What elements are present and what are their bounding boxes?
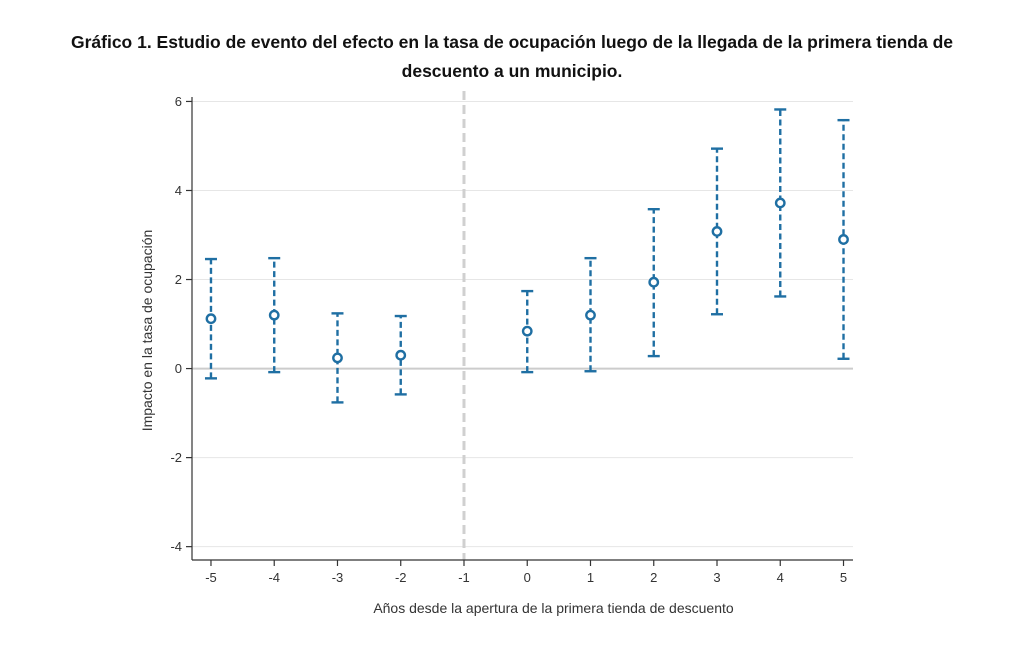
- estimate-point-0: [521, 325, 533, 337]
- estimate-point-2: [648, 276, 660, 288]
- reference-layer: [192, 91, 853, 560]
- estimate-point--5: [205, 313, 217, 325]
- estimate-point--3: [332, 352, 343, 364]
- x-tick-label-0: 0: [524, 570, 531, 585]
- x-tick-label-3: 3: [713, 570, 720, 585]
- x-axis-label: Años desde la apertura de la primera tie…: [373, 600, 734, 616]
- chart-title-line-1: Gráfico 1. Estudio de evento del efecto …: [70, 32, 954, 52]
- estimate-point-5: [838, 234, 849, 245]
- x-tick-label--5: -5: [205, 570, 217, 585]
- y-axis-label: Impacto en la tasa de ocupación: [139, 230, 155, 432]
- x-tick-label-5: 5: [840, 570, 847, 585]
- estimate-point--2: [395, 349, 407, 361]
- y-tick-label-2: 2: [175, 272, 182, 287]
- axes-layer: -4 -2 0 2 4 6 -5 -4 -3 -2 -1 0 1 2 3 4 5: [170, 94, 853, 585]
- y-tick-label-0: 0: [175, 361, 182, 376]
- chart-title: Gráfico 1. Estudio de evento del efecto …: [0, 28, 1024, 86]
- ci-group-3: [711, 147, 724, 316]
- ci-group-1: [584, 256, 597, 373]
- ci-group--4: [268, 256, 281, 374]
- series-layer: [204, 108, 850, 404]
- ci-group-0: [521, 289, 534, 374]
- estimate-point-3: [711, 226, 723, 237]
- x-tick-label--4: -4: [268, 570, 280, 585]
- ci-group--2: [394, 314, 407, 396]
- y-tick-label-4: 4: [175, 183, 182, 198]
- estimate-point-4: [774, 197, 786, 209]
- ci-group--3: [331, 312, 344, 404]
- x-tick-label-4: 4: [777, 570, 784, 585]
- x-tick-label-2: 2: [650, 570, 657, 585]
- y-tick-label--4: -4: [170, 539, 182, 554]
- estimate-point-1: [585, 309, 596, 321]
- ci-group--5: [204, 257, 217, 380]
- y-tick-label--2: -2: [170, 450, 182, 465]
- x-tick-label-1: 1: [587, 570, 594, 585]
- grid-layer: [192, 100, 853, 548]
- ci-group-4: [774, 108, 787, 298]
- ci-group-2: [647, 207, 660, 358]
- y-tick-label-6: 6: [175, 94, 182, 109]
- ci-group-5: [837, 118, 850, 360]
- x-tick-label--1: -1: [458, 570, 470, 585]
- x-tick-label--3: -3: [332, 570, 344, 585]
- x-tick-label--2: -2: [395, 570, 407, 585]
- estimate-point--4: [268, 309, 280, 321]
- chart-title-line-2: descuento a un municipio.: [401, 61, 623, 81]
